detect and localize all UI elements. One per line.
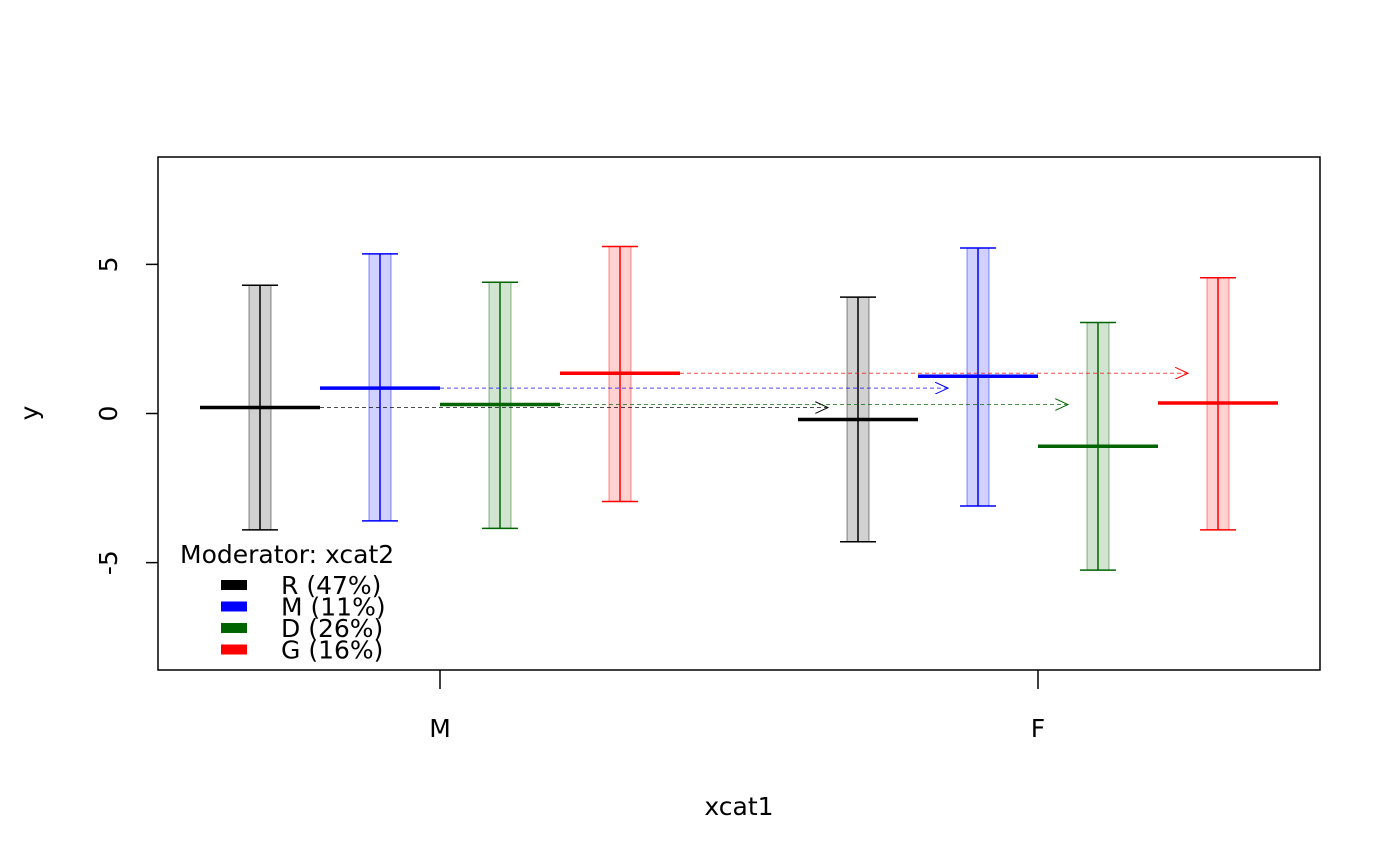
interval-group (1038, 321, 1158, 571)
y-tick-label: 5 (94, 256, 123, 272)
y-tick-label: 0 (94, 406, 123, 422)
interval-group (320, 253, 440, 522)
x-tick-label: F (1031, 714, 1045, 743)
interval-group (200, 284, 320, 531)
legend-title: Moderator: xcat2 (180, 540, 394, 569)
legend-swatch (221, 644, 247, 655)
axes-layer: -5 0 5 M F (94, 256, 1045, 743)
legend-swatch (221, 623, 247, 633)
y-axis-title: y (15, 405, 44, 420)
x-tick-label: M (429, 714, 451, 743)
legend-label: G (16%) (281, 636, 383, 665)
x-axis-title: xcat1 (704, 792, 773, 821)
legend: Moderator: xcat2 R (47%)M (11%)D (26%)G … (180, 540, 394, 665)
interval-group (918, 247, 1038, 507)
plot-layer (200, 245, 1278, 571)
interval-group (798, 296, 918, 543)
interval-group (560, 245, 680, 503)
legend-label: R (47%) (281, 571, 381, 600)
legend-label: M (11%) (281, 593, 386, 622)
legend-swatch (221, 580, 247, 590)
interval-group (1158, 277, 1278, 531)
legend-swatch (221, 601, 247, 612)
interval-group (440, 281, 560, 530)
y-tick-label: -5 (94, 550, 123, 575)
legend-label: D (26%) (281, 614, 383, 643)
